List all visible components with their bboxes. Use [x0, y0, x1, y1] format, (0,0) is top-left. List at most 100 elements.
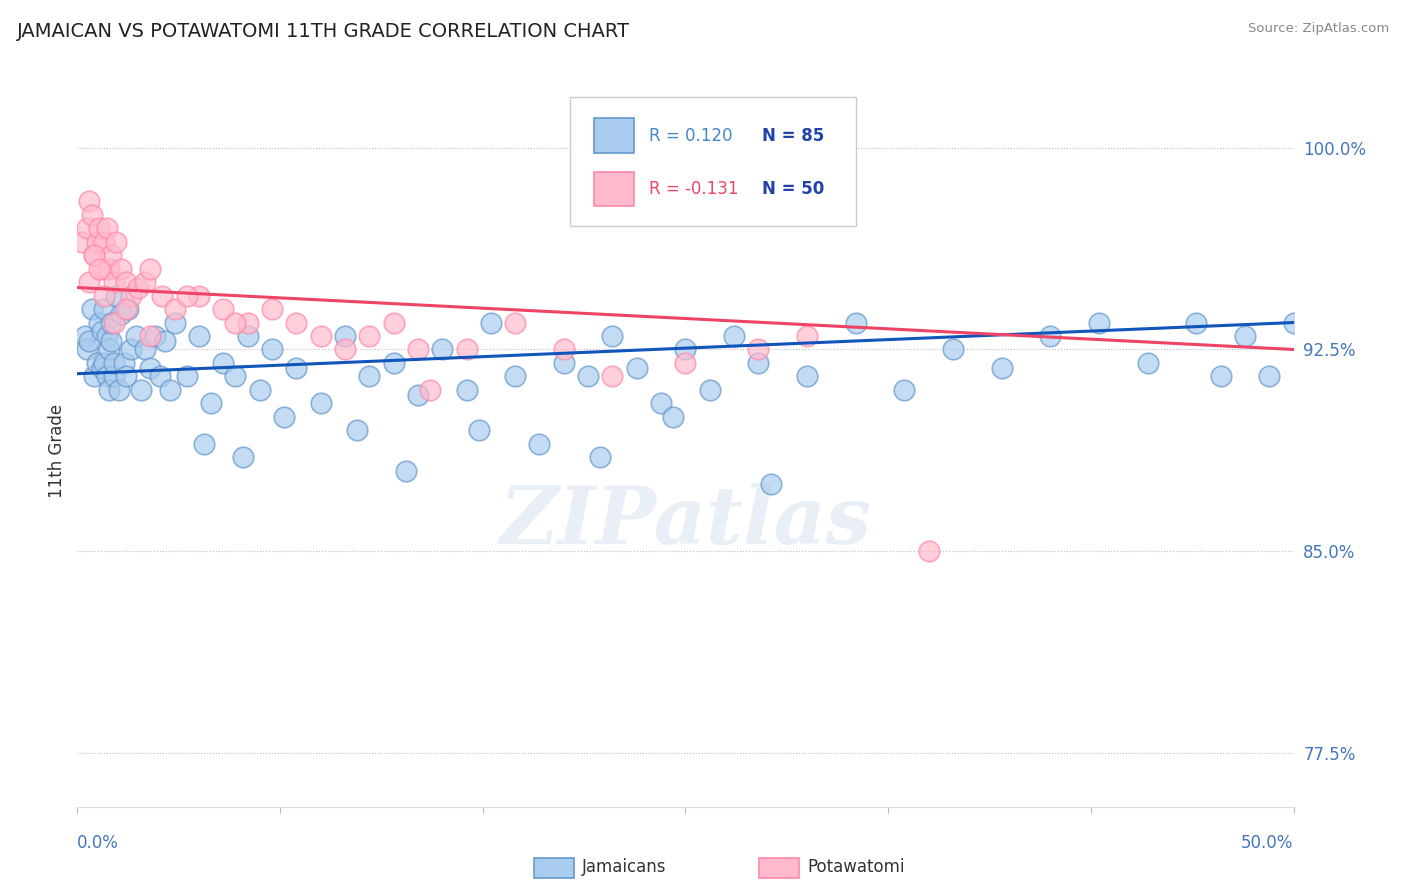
Text: JAMAICAN VS POTAWATOMI 11TH GRADE CORRELATION CHART: JAMAICAN VS POTAWATOMI 11TH GRADE CORREL…: [17, 22, 630, 41]
Point: [359, 369, 381, 384]
Point: [83, 248, 105, 262]
Point: [97, 383, 120, 397]
Point: [346, 423, 368, 437]
Point: [90, 261, 112, 276]
Point: [1185, 316, 1208, 330]
FancyBboxPatch shape: [595, 172, 634, 206]
Point: [110, 261, 132, 276]
Point: [70, 235, 93, 249]
Point: [333, 329, 356, 343]
Point: [699, 383, 721, 397]
Point: [236, 329, 259, 343]
Point: [260, 343, 283, 357]
Point: [359, 329, 381, 343]
Point: [675, 343, 697, 357]
Point: [845, 316, 868, 330]
Point: [117, 302, 139, 317]
Point: [90, 361, 112, 376]
Point: [212, 302, 235, 317]
Point: [105, 288, 128, 302]
Point: [1282, 316, 1305, 330]
Point: [232, 450, 254, 465]
Point: [103, 356, 125, 370]
Point: [176, 369, 198, 384]
Point: [73, 329, 96, 343]
Point: [1136, 356, 1159, 370]
Point: [576, 369, 599, 384]
Point: [200, 396, 222, 410]
Point: [112, 356, 135, 370]
Text: N = 50: N = 50: [762, 180, 824, 198]
Point: [456, 343, 478, 357]
Point: [134, 275, 156, 289]
Point: [120, 288, 142, 302]
Point: [467, 423, 489, 437]
Point: [796, 329, 818, 343]
Point: [115, 302, 138, 317]
Point: [103, 316, 125, 330]
Point: [382, 316, 405, 330]
Point: [153, 334, 176, 349]
Point: [115, 275, 138, 289]
Point: [76, 221, 98, 235]
Point: [139, 361, 162, 376]
Point: [333, 343, 356, 357]
Point: [419, 383, 441, 397]
Point: [93, 235, 115, 249]
Point: [80, 208, 103, 222]
Point: [918, 544, 941, 558]
Point: [80, 302, 103, 317]
Point: [97, 343, 120, 357]
Point: [249, 383, 271, 397]
Point: [79, 194, 101, 209]
Point: [86, 356, 108, 370]
Point: [100, 334, 122, 349]
Point: [503, 316, 526, 330]
Point: [273, 409, 295, 424]
Point: [406, 343, 429, 357]
Point: [626, 361, 648, 376]
Point: [675, 356, 697, 370]
Point: [97, 261, 120, 276]
Point: [395, 464, 418, 478]
Point: [152, 288, 174, 302]
Point: [86, 235, 108, 249]
Point: [796, 369, 818, 384]
Text: R = 0.120: R = 0.120: [650, 127, 733, 145]
Point: [942, 343, 965, 357]
Point: [93, 302, 115, 317]
Point: [553, 356, 575, 370]
FancyBboxPatch shape: [569, 97, 856, 226]
Text: R = -0.131: R = -0.131: [650, 180, 738, 198]
Point: [503, 369, 526, 384]
Point: [589, 450, 612, 465]
Point: [602, 369, 624, 384]
Point: [1258, 369, 1281, 384]
Point: [89, 221, 111, 235]
Point: [432, 343, 454, 357]
Point: [193, 436, 215, 450]
Point: [115, 369, 138, 384]
Point: [134, 343, 156, 357]
Point: [759, 477, 782, 491]
Point: [127, 280, 149, 294]
Point: [188, 288, 211, 302]
Point: [662, 409, 685, 424]
Point: [456, 383, 478, 397]
Point: [479, 316, 502, 330]
Text: 50.0%: 50.0%: [1241, 834, 1294, 852]
Point: [143, 329, 166, 343]
Point: [83, 248, 105, 262]
Point: [650, 396, 672, 410]
Point: [129, 383, 152, 397]
Point: [893, 383, 915, 397]
Point: [1039, 329, 1062, 343]
Point: [309, 329, 332, 343]
Point: [100, 316, 122, 330]
Text: Jamaicans: Jamaicans: [582, 858, 666, 876]
Point: [224, 369, 246, 384]
Point: [96, 221, 118, 235]
Point: [76, 343, 98, 357]
Point: [79, 334, 101, 349]
Point: [236, 316, 259, 330]
